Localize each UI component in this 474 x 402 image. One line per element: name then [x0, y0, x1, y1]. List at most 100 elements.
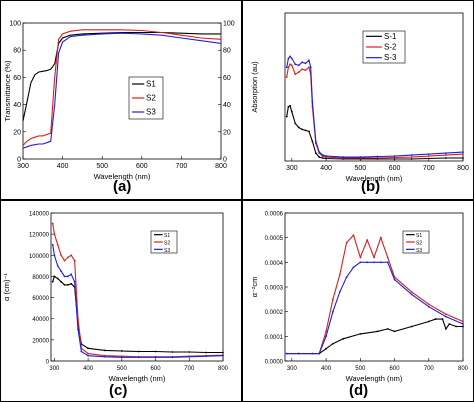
data-point-s-3	[287, 57, 290, 60]
data-point-s3	[444, 315, 447, 318]
data-point-s1	[60, 280, 63, 283]
y-tick-label: 0.0004	[265, 261, 284, 267]
data-point-s-3	[325, 155, 327, 157]
data-point-s3	[80, 350, 83, 353]
data-point-s1	[120, 350, 123, 352]
data-point-s2	[427, 303, 430, 306]
data-point-s1	[51, 280, 54, 283]
data-point-s-3	[359, 156, 362, 158]
data-point-s1	[137, 350, 140, 353]
data-point-s-3	[304, 62, 307, 65]
y-tick-label: 80	[13, 48, 21, 55]
y-tick-label: 60000	[32, 296, 49, 302]
data-point-s3	[77, 328, 79, 331]
x-axis-label: Wavelength (nm)	[346, 374, 403, 383]
y-tick-label: 100	[9, 21, 21, 28]
data-point-s-1	[289, 104, 292, 107]
series-line-s1	[286, 318, 463, 355]
legend-label-s-3: S-3	[384, 53, 397, 62]
x-tick-label: 500	[355, 366, 366, 372]
y-tick-label: 20000	[32, 338, 49, 344]
chart-c-svg: 300 400 500 600 700 800 0 20000 40000 60000 80000 1…	[2, 212, 229, 384]
data-point-s1	[332, 342, 334, 345]
data-point-s1	[455, 325, 458, 328]
data-point-s-1	[297, 126, 300, 129]
data-point-s2	[386, 256, 389, 259]
data-point-s3	[285, 352, 288, 355]
data-point-s3	[63, 275, 66, 278]
y-tick-label: 0.0002	[265, 310, 284, 316]
chart-b-svg: 300 400 500 600 700 800 Wavelength (nm) Absorpt…	[250, 12, 469, 183]
x-tick-label: 400	[321, 366, 332, 372]
data-point-s-1	[444, 157, 447, 159]
panel-label-c: (c)	[109, 382, 128, 399]
data-point-s-3	[427, 153, 430, 155]
x-tick-label: 600	[136, 163, 148, 170]
data-point-s2	[56, 243, 59, 246]
legend-label-s2: S2	[146, 94, 156, 103]
data-point-s-3	[290, 57, 293, 60]
data-point-s1	[154, 350, 157, 353]
data-point-s1	[325, 347, 327, 350]
x-tick-label: 800	[458, 366, 469, 372]
y-axis-label: Absorption (au)	[250, 61, 259, 113]
data-point-s-1	[285, 115, 288, 118]
data-point-s-3	[297, 64, 300, 67]
legend-label-s2: S2	[164, 241, 170, 247]
data-point-s-2	[393, 156, 396, 159]
legend-label-s-1: S-1	[384, 32, 397, 41]
legend-box	[150, 230, 178, 254]
data-point-s-1	[294, 122, 297, 125]
data-point-s2	[51, 222, 54, 225]
data-point-s-3	[294, 63, 297, 66]
data-point-s1	[410, 325, 413, 328]
data-point-s-3	[444, 152, 447, 155]
plot-frame	[284, 12, 464, 162]
plot-frame	[50, 212, 224, 362]
data-point-s1	[66, 283, 69, 286]
data-point-s-2	[290, 64, 293, 67]
data-point-s1	[56, 277, 59, 280]
x-tick-label: 800	[215, 163, 227, 170]
y-tick-label: 0	[46, 360, 50, 366]
data-point-s-1	[318, 156, 321, 158]
data-point-s2	[444, 313, 447, 316]
data-point-s1	[53, 275, 56, 278]
x-axis-label: Wavelength (nm)	[109, 374, 166, 383]
legend-box	[402, 230, 430, 254]
data-point-s1	[87, 347, 89, 350]
data-point-s-3	[314, 140, 317, 143]
series-line-s-1	[286, 104, 463, 160]
data-point-s-3	[285, 66, 288, 69]
y2-tick-label: 60	[223, 75, 231, 82]
data-point-s-2	[462, 153, 464, 155]
data-point-s-2	[285, 76, 288, 79]
x-axis-label: Wavelength (nm)	[346, 174, 403, 183]
data-point-s-2	[427, 155, 430, 157]
plot-frame	[22, 22, 222, 160]
data-point-s2	[366, 239, 369, 242]
panel-c: 300 400 500 600 700 800 0 20000 40000 60000 80000 1…	[0, 200, 242, 402]
data-point-s-1	[314, 152, 317, 155]
chart-a-svg: 300 400 500 600 700 8000204060801000204060801…	[3, 21, 235, 182]
data-point-s-1	[304, 129, 307, 132]
data-point-s-3	[321, 154, 324, 156]
legend-label-s2: S2	[416, 241, 422, 247]
y2-tick-label: 0	[223, 157, 227, 164]
legend-label-s-2: S-2	[384, 43, 397, 52]
series-line-s2	[22, 29, 222, 146]
data-point-s-3	[342, 156, 345, 158]
data-point-s-3	[462, 151, 464, 154]
x-tick-label: 700	[176, 163, 188, 170]
x-tick-label: 800	[218, 366, 229, 372]
data-point-s1	[70, 282, 73, 285]
data-point-s-3	[308, 59, 310, 62]
legend-label-s3: S3	[146, 108, 156, 117]
x-tick-label: 300	[49, 366, 60, 372]
x-tick-label: 400	[57, 163, 69, 170]
panel-a: 300 400 500 600 700 800 0 20 40 60 80 100 0 20 40 60 80 1…	[0, 0, 242, 200]
data-point-s3	[366, 261, 369, 264]
x-tick-label: 600	[389, 165, 401, 172]
y2-tick-label: 20	[223, 129, 231, 136]
data-point-s1	[171, 351, 174, 353]
